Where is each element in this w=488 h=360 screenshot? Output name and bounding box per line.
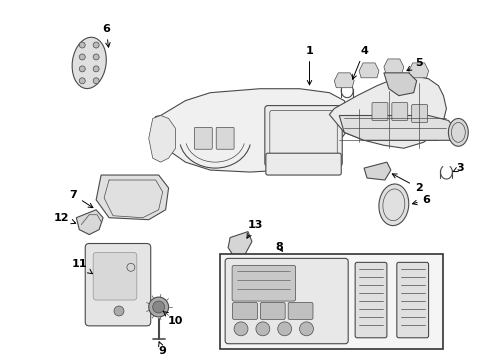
FancyBboxPatch shape bbox=[411, 105, 427, 122]
FancyBboxPatch shape bbox=[85, 243, 150, 326]
Text: 12: 12 bbox=[54, 213, 76, 224]
Text: 13: 13 bbox=[246, 220, 262, 238]
Circle shape bbox=[79, 42, 85, 48]
FancyBboxPatch shape bbox=[194, 127, 212, 149]
FancyBboxPatch shape bbox=[391, 103, 407, 121]
Text: 7: 7 bbox=[69, 190, 93, 208]
FancyBboxPatch shape bbox=[216, 127, 234, 149]
Circle shape bbox=[93, 54, 99, 60]
Circle shape bbox=[299, 322, 313, 336]
Circle shape bbox=[234, 322, 247, 336]
Text: 4: 4 bbox=[351, 46, 367, 79]
Ellipse shape bbox=[447, 118, 468, 146]
Polygon shape bbox=[408, 63, 427, 78]
Polygon shape bbox=[228, 231, 251, 255]
FancyBboxPatch shape bbox=[396, 262, 427, 338]
Text: 6: 6 bbox=[411, 195, 429, 205]
Circle shape bbox=[277, 322, 291, 336]
Circle shape bbox=[93, 78, 99, 84]
FancyBboxPatch shape bbox=[93, 252, 137, 300]
Polygon shape bbox=[383, 59, 403, 74]
Polygon shape bbox=[334, 73, 353, 88]
FancyBboxPatch shape bbox=[371, 103, 387, 121]
Polygon shape bbox=[364, 162, 390, 180]
Polygon shape bbox=[148, 116, 175, 162]
Text: 10: 10 bbox=[163, 311, 183, 326]
Text: 2: 2 bbox=[391, 174, 422, 193]
Circle shape bbox=[79, 54, 85, 60]
Ellipse shape bbox=[72, 37, 106, 89]
Polygon shape bbox=[383, 73, 416, 96]
FancyBboxPatch shape bbox=[260, 302, 285, 319]
Text: 3: 3 bbox=[452, 163, 463, 173]
FancyBboxPatch shape bbox=[232, 265, 295, 301]
Ellipse shape bbox=[378, 184, 408, 226]
Circle shape bbox=[152, 301, 164, 313]
FancyBboxPatch shape bbox=[224, 258, 347, 344]
Polygon shape bbox=[358, 63, 378, 78]
FancyBboxPatch shape bbox=[354, 262, 386, 338]
Circle shape bbox=[93, 42, 99, 48]
Circle shape bbox=[255, 322, 269, 336]
Polygon shape bbox=[328, 76, 446, 148]
Bar bbox=[220, 255, 443, 349]
Polygon shape bbox=[339, 116, 457, 140]
Circle shape bbox=[148, 297, 168, 317]
Text: 5: 5 bbox=[406, 58, 422, 71]
Polygon shape bbox=[76, 210, 103, 235]
FancyBboxPatch shape bbox=[264, 105, 342, 166]
Circle shape bbox=[93, 66, 99, 72]
Circle shape bbox=[79, 78, 85, 84]
FancyBboxPatch shape bbox=[287, 302, 312, 319]
Text: 1: 1 bbox=[305, 46, 313, 85]
Text: 8: 8 bbox=[275, 243, 283, 252]
Circle shape bbox=[79, 66, 85, 72]
Polygon shape bbox=[96, 175, 168, 220]
Circle shape bbox=[114, 306, 123, 316]
Text: 6: 6 bbox=[102, 24, 110, 47]
Text: 11: 11 bbox=[71, 259, 92, 274]
FancyBboxPatch shape bbox=[265, 153, 341, 175]
FancyBboxPatch shape bbox=[232, 302, 257, 319]
Polygon shape bbox=[152, 89, 348, 172]
Text: 9: 9 bbox=[158, 342, 166, 356]
